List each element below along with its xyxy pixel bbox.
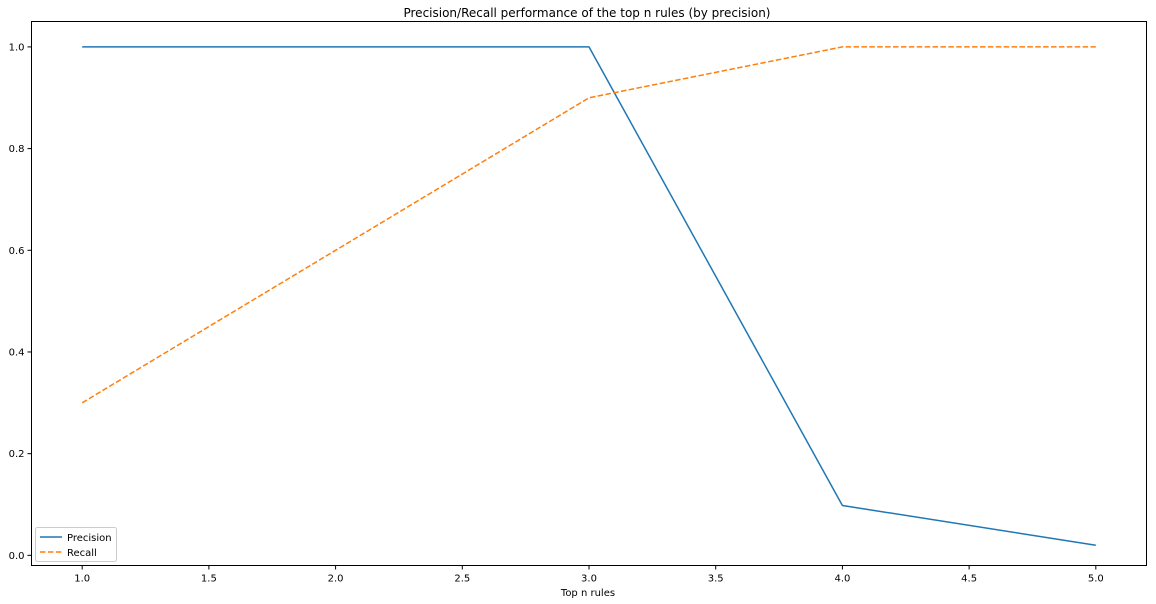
series-line-precision: [82, 46, 1096, 546]
series-lines: [81, 46, 1096, 546]
y-tick-label: 0.2: [9, 449, 25, 460]
legend-label-precision: Precision: [67, 533, 112, 544]
y-axis-ticks: 0.0 0.2 0.4 0.6 0.8 1.0: [9, 42, 32, 562]
x-axis-label: Top n rules: [560, 588, 615, 599]
chart-title: Precision/Recall performance of the top …: [403, 6, 770, 20]
series-line-recall: [81, 46, 1096, 404]
y-tick-label: 1.0: [9, 42, 25, 53]
x-tick-label: 3.5: [708, 574, 724, 585]
y-tick-label: 0.4: [9, 347, 25, 358]
x-tick-label: 4.5: [961, 574, 977, 585]
x-tick-label: 2.5: [454, 574, 470, 585]
x-tick-label: 3.0: [581, 574, 597, 585]
plot-area-frame: [31, 21, 1147, 566]
x-tick-label: 4.0: [834, 574, 850, 585]
x-tick-label: 1.0: [74, 574, 90, 585]
y-tick-label: 0.8: [9, 144, 25, 155]
y-tick-label: 0.0: [9, 551, 25, 562]
legend: Precision Recall: [35, 527, 117, 562]
x-axis-ticks: 1.0 1.5 2.0 2.5 3.0 3.5 4.0 4.5 5.0: [74, 565, 1104, 585]
legend-box: [35, 527, 117, 562]
x-tick-label: 5.0: [1088, 574, 1104, 585]
y-tick-label: 0.6: [9, 246, 25, 257]
legend-label-recall: Recall: [67, 548, 97, 559]
x-tick-label: 1.5: [201, 574, 217, 585]
x-tick-label: 2.0: [328, 574, 344, 585]
